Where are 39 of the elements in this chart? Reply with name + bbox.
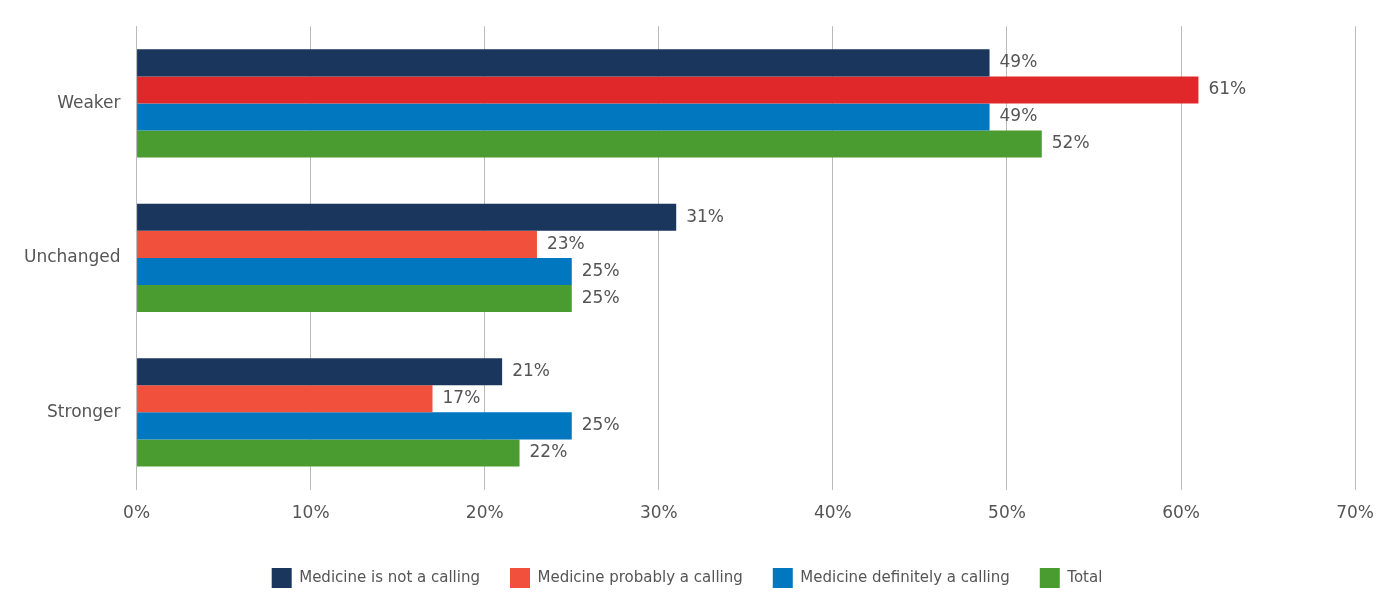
data-label: 23% <box>546 232 585 253</box>
x-tick-label: 70% <box>1336 502 1375 523</box>
bar <box>137 257 572 285</box>
data-label: 52% <box>1051 132 1090 153</box>
x-tick-label: 50% <box>988 502 1026 523</box>
bar <box>137 385 433 413</box>
x-tick-label: 20% <box>465 502 504 523</box>
data-label: 25% <box>581 414 620 435</box>
bar <box>137 130 1042 158</box>
legend-label: Medicine definitely a calling <box>800 567 1010 586</box>
y-tick-label: Unchanged <box>23 246 121 267</box>
x-tick-label: 30% <box>639 502 678 523</box>
x-tick-label: 10% <box>291 502 330 523</box>
x-tick-label: 60% <box>1162 502 1200 523</box>
y-tick-label: Stronger <box>47 400 121 421</box>
bar <box>137 203 677 231</box>
data-label: 61% <box>1208 78 1247 99</box>
data-label: 49% <box>999 51 1038 72</box>
data-label: 25% <box>581 286 620 307</box>
bar <box>137 230 537 258</box>
legend-label: Medicine is not a calling <box>299 567 480 586</box>
data-label: 49% <box>999 105 1038 126</box>
bar <box>137 49 990 77</box>
data-label: 25% <box>581 259 620 280</box>
data-label: 22% <box>529 441 568 462</box>
y-tick-label: Weaker <box>57 91 121 112</box>
data-label: 21% <box>512 360 550 381</box>
bar <box>137 76 1199 104</box>
data-label: 17% <box>442 387 481 408</box>
x-tick-label: 0% <box>123 502 151 523</box>
bar <box>137 412 572 440</box>
bar <box>137 284 572 312</box>
bar <box>137 358 503 386</box>
legend-label: Total <box>1066 567 1103 586</box>
bar <box>137 439 520 467</box>
x-tick-label: 40% <box>813 502 852 523</box>
bar <box>137 103 990 131</box>
data-label: 31% <box>686 205 725 226</box>
legend-label: Medicine probably a calling <box>537 567 743 586</box>
